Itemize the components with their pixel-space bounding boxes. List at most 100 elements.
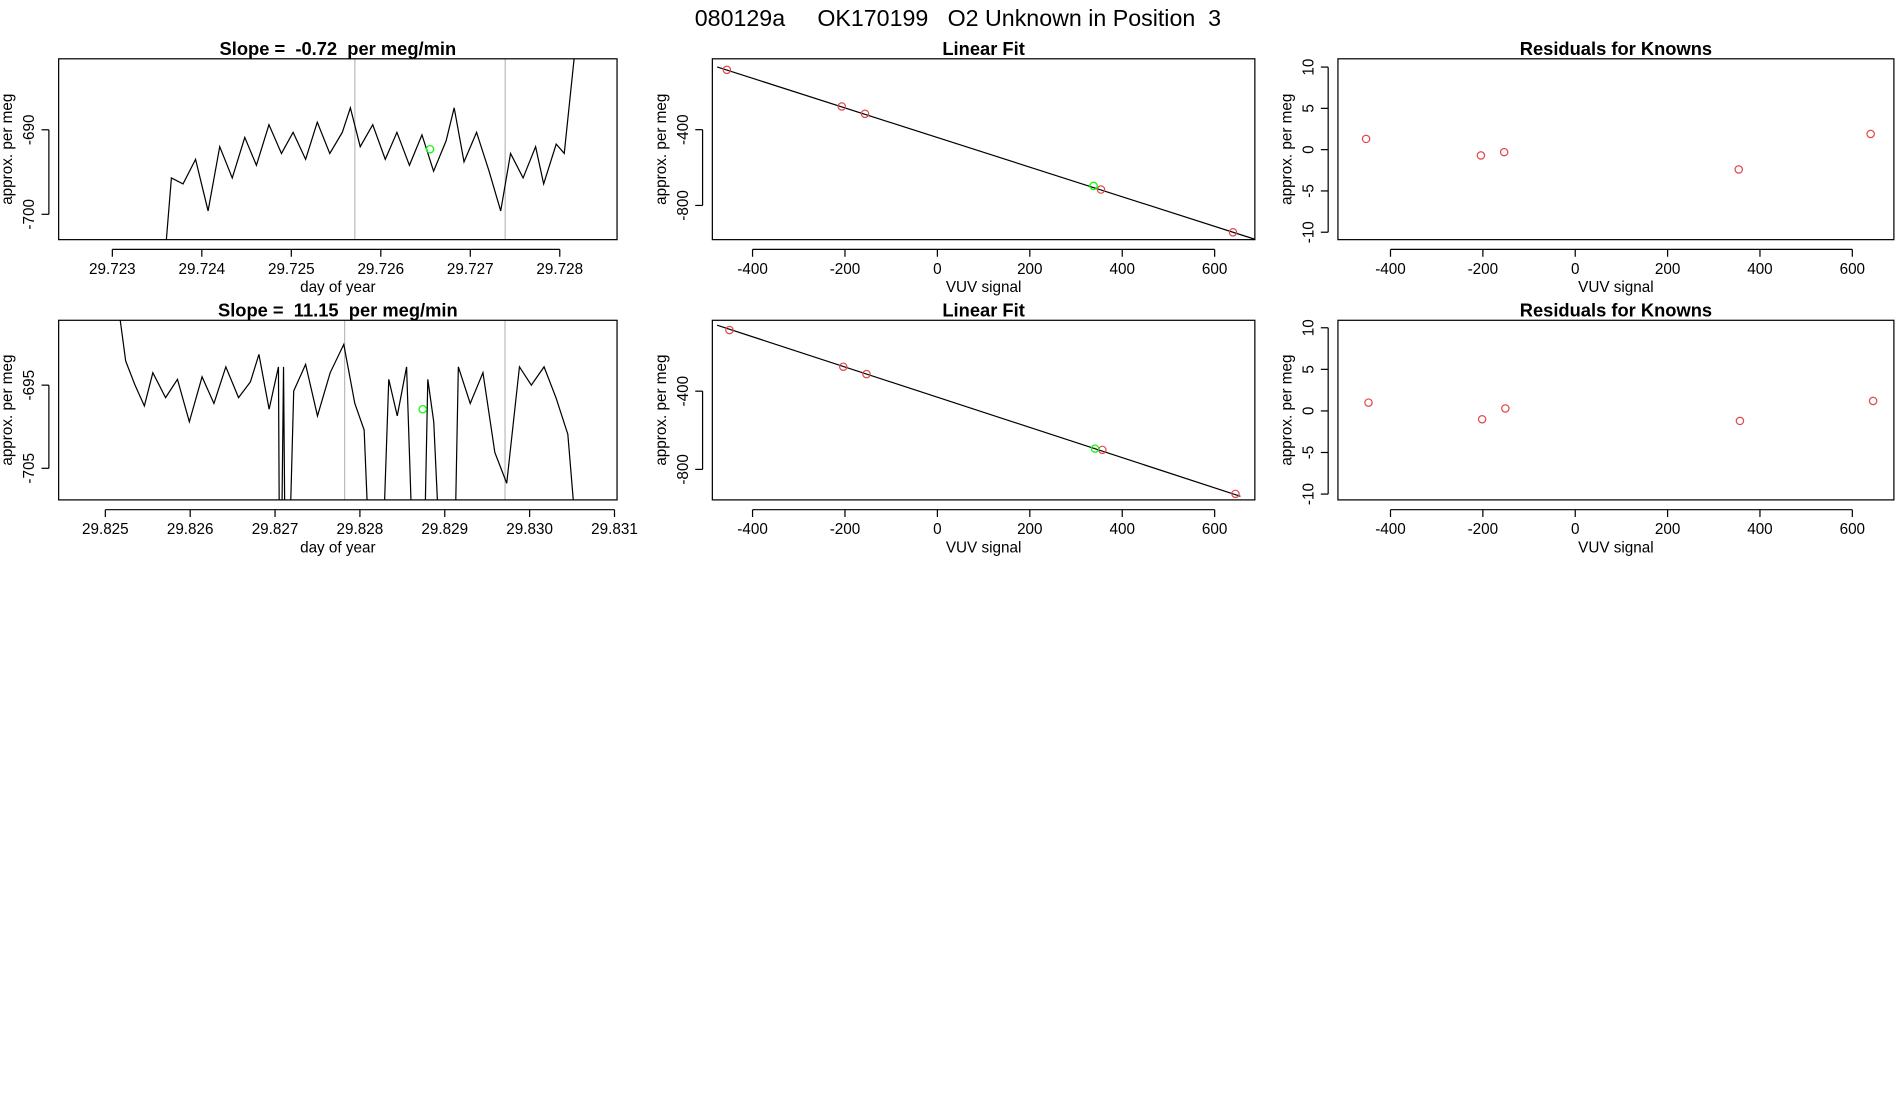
point — [862, 369, 871, 379]
x-tick-label: -200 — [1468, 521, 1499, 538]
point — [860, 109, 870, 119]
y-tick-label: 10 — [1301, 319, 1318, 336]
x-tick-label: 600 — [1840, 261, 1865, 278]
x-tick-label: 29.723 — [89, 261, 136, 278]
point — [725, 325, 734, 335]
point — [1734, 165, 1743, 174]
x-axis-label: day of year — [300, 279, 376, 296]
x-tick-label: 200 — [1017, 521, 1042, 538]
x-tick-label: 29.830 — [506, 521, 553, 538]
plot-frame — [1337, 319, 1895, 501]
y-tick-label: -400 — [675, 114, 692, 145]
y-tick-label: 5 — [1301, 104, 1318, 112]
x-axis-label: VUV signal — [1578, 279, 1654, 296]
y-axis-label: approx. per meg — [653, 355, 670, 466]
data-line — [165, 58, 575, 240]
panel-title: Slope = -0.72 per meg/min — [220, 38, 457, 59]
x-tick-label: -200 — [1468, 261, 1499, 278]
point — [1868, 396, 1878, 406]
plot-area — [165, 58, 575, 240]
point — [1089, 181, 1098, 191]
panel: Slope = 11.15 per meg/min day of year appr… — [0, 300, 638, 557]
x-tick-label: 29.724 — [178, 261, 225, 278]
point — [1476, 151, 1486, 160]
x-tick-label: 29.828 — [337, 521, 384, 538]
plot-area — [716, 324, 1241, 499]
y-tick-label: -800 — [675, 454, 692, 485]
point — [1477, 414, 1487, 424]
point — [1096, 185, 1106, 194]
point — [1501, 404, 1510, 413]
panel-title: Slope = 11.15 per meg/min — [218, 300, 458, 321]
x-tick-label: -400 — [1375, 261, 1406, 278]
data-line — [119, 320, 574, 500]
x-tick-label: 0 — [933, 261, 942, 278]
point — [1090, 444, 1100, 453]
y-tick-label: -705 — [21, 453, 38, 484]
panel-title: Residuals for Knowns — [1520, 300, 1712, 321]
x-tick-label: 600 — [1840, 521, 1865, 538]
point — [1361, 134, 1371, 144]
plot-frame — [58, 58, 618, 241]
x-tick-label: -400 — [737, 261, 768, 278]
panel-title: Linear Fit — [942, 300, 1024, 321]
y-tick-label: 5 — [1301, 365, 1318, 373]
point — [1231, 489, 1240, 499]
y-tick-label: -5 — [1301, 446, 1318, 460]
x-tick-label: 400 — [1747, 261, 1772, 278]
plot-area — [119, 320, 574, 500]
fit-line — [716, 324, 1241, 497]
y-tick-label: -400 — [675, 376, 692, 407]
y-axis-label: approx. per meg — [0, 94, 16, 205]
panel-title: Residuals for Knowns — [1520, 38, 1712, 59]
x-tick-label: -400 — [737, 521, 768, 538]
x-axis-label: VUV signal — [1578, 539, 1654, 556]
point — [1866, 129, 1875, 139]
x-tick-label: 29.727 — [447, 261, 494, 278]
x-tick-label: 29.827 — [252, 521, 299, 538]
panel: Slope = -0.72 per meg/min day of year appr… — [0, 38, 618, 296]
point — [837, 102, 847, 111]
y-axis-label: approx. per meg — [653, 94, 670, 205]
x-axis-label: day of year — [300, 539, 376, 556]
plot-frame — [711, 319, 1256, 501]
panel: Residuals for Knowns VUV signal approx. pe… — [1279, 38, 1895, 296]
x-tick-label: 0 — [1571, 261, 1580, 278]
x-tick-label: 200 — [1655, 261, 1680, 278]
x-tick-label: 29.831 — [591, 521, 638, 538]
panel: Linear Fit VUV signal approx. per meg -400 -… — [653, 300, 1256, 556]
x-tick-label: 400 — [1109, 261, 1134, 278]
y-axis-label: approx. per meg — [0, 355, 16, 466]
x-tick-label: 600 — [1202, 521, 1227, 538]
unknown-point — [418, 404, 427, 414]
point — [1364, 398, 1373, 407]
x-tick-label: 29.826 — [167, 521, 214, 538]
y-axis-label: approx. per meg — [1279, 355, 1296, 466]
x-tick-label: 29.728 — [536, 261, 583, 278]
y-tick-label: -690 — [21, 115, 38, 146]
plot-area — [1364, 396, 1878, 426]
y-tick-label: -10 — [1301, 221, 1318, 243]
x-axis-label: VUV signal — [946, 279, 1022, 296]
point — [1499, 147, 1509, 157]
y-axis-label: approx. per meg — [1279, 94, 1296, 205]
panel: Linear Fit VUV signal approx. per meg -400 -… — [653, 38, 1256, 296]
page-title: 080129a OK170199 O2 Unknown in Position … — [695, 5, 1221, 31]
y-tick-label: -10 — [1301, 483, 1318, 505]
x-tick-label: -200 — [830, 521, 861, 538]
plot-area — [716, 65, 1255, 240]
x-tick-label: 400 — [1109, 521, 1134, 538]
plot-frame — [1337, 58, 1895, 241]
y-tick-label: -700 — [21, 199, 38, 230]
x-tick-label: -200 — [830, 261, 861, 278]
point — [838, 362, 848, 372]
x-tick-label: 29.829 — [421, 521, 468, 538]
x-axis-label: VUV signal — [946, 539, 1022, 556]
x-tick-label: -400 — [1375, 521, 1406, 538]
unknown-point — [425, 144, 435, 154]
x-tick-label: 200 — [1655, 521, 1680, 538]
point — [1228, 228, 1238, 237]
y-tick-label: 0 — [1301, 145, 1318, 153]
